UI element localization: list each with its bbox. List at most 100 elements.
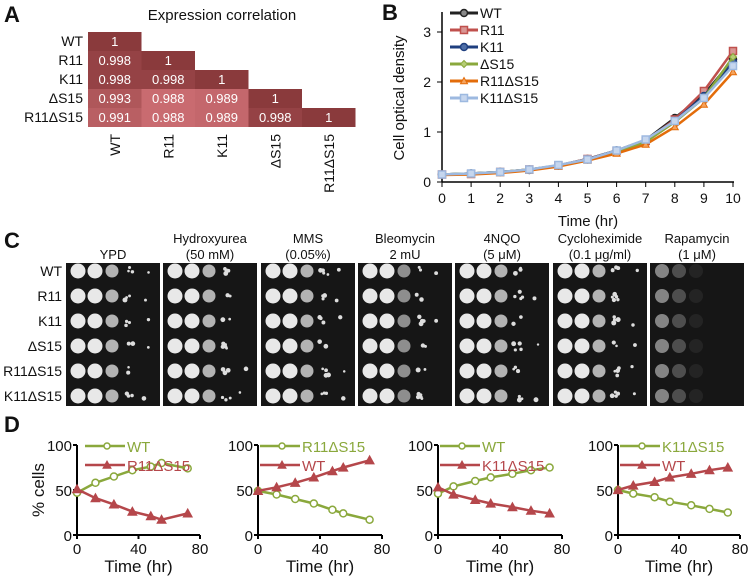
yeast-spot (300, 389, 314, 403)
yeast-spot (282, 263, 298, 279)
condition-name: MMS (293, 231, 324, 246)
data-point (466, 169, 476, 178)
data-point (544, 507, 555, 518)
yeast-colony (321, 320, 326, 325)
yeast-spot (689, 264, 703, 278)
y-tick-label: 100 (228, 438, 253, 455)
heatmap-cell-value: 0.989 (205, 91, 238, 106)
yeast-colony (513, 365, 518, 369)
heatmap-cell-value: 1 (325, 110, 332, 125)
series-WT (252, 454, 375, 495)
y-tick-label: 100 (47, 438, 72, 455)
yeast-spot (202, 314, 216, 328)
yeast-spot (300, 314, 314, 328)
data-point (182, 507, 194, 518)
yeast-colony (611, 297, 617, 303)
yeast-colony (613, 390, 618, 394)
yeast-colony (225, 367, 231, 373)
yeast-spot (672, 289, 686, 303)
legend-label: K11ΔS15 (662, 439, 724, 456)
data-point (90, 492, 101, 503)
panel-b-growth-chart: 0 1 2 3 4 5 6 7 8 9 10 0 1 2 3 Time (hr) Cell optical de… (391, 5, 741, 230)
yeast-colony (516, 397, 522, 403)
yeast-colony (228, 317, 232, 321)
yeast-colony (225, 346, 228, 350)
yeast-colony (517, 394, 521, 399)
data-point (339, 509, 348, 518)
data-point (649, 476, 660, 486)
data-point (685, 468, 697, 478)
data-point (704, 464, 715, 475)
heatmap-cell (88, 70, 142, 89)
yeast-spot (494, 289, 508, 303)
yeast-colony (228, 294, 232, 298)
yeast-spot (494, 264, 508, 278)
yeast-spot (557, 363, 573, 379)
yeast-colony (317, 339, 322, 344)
data-point (638, 442, 646, 450)
yeast-spot (362, 263, 378, 279)
data-point (309, 499, 319, 508)
yeast-spot (574, 338, 590, 354)
yeast-spot (70, 363, 86, 379)
yeast-spot (105, 314, 119, 328)
heatmap-cell-value: 0.998 (98, 72, 131, 87)
data-point (437, 170, 447, 179)
yeast-spot (672, 364, 686, 378)
yeast-colony (122, 297, 128, 303)
heatmap-cell-value: 0.998 (152, 72, 185, 87)
yeast-colony (130, 341, 136, 346)
data-point (459, 93, 469, 103)
yeast-colony (519, 266, 522, 270)
legend-label: ΔS15 (480, 56, 514, 72)
yeast-spot (202, 289, 216, 303)
yeast-spot (105, 364, 119, 378)
data-point (545, 463, 554, 472)
data-point (686, 501, 696, 510)
yeast-colony (615, 373, 620, 378)
competition-chart-2: 0 50 100 0 40 80 Time (hr) R11ΔS15 WT (228, 438, 390, 576)
yeast-spot (70, 388, 86, 404)
condition-concentration: (0.1 μg/ml) (569, 247, 631, 262)
data-point (308, 471, 320, 482)
yeast-colony (124, 391, 130, 396)
x-tick-label: 80 (732, 541, 749, 558)
yeast-spot (672, 389, 686, 403)
legend-label: WT (302, 458, 325, 475)
yeast-colony (519, 315, 523, 319)
data-point (554, 160, 563, 170)
yeast-spot (592, 314, 606, 328)
series-WT (612, 461, 734, 495)
data-point (458, 442, 466, 450)
panel-c-spot-assay: YPD Hydroxyurea(50 mM) MMS(0.05%) Bleomycin… (3, 231, 744, 406)
data-point (670, 122, 680, 131)
heatmap-cell-value: 0.993 (98, 91, 131, 106)
yeast-spot (672, 339, 686, 353)
y-tick-label: 1 (423, 124, 431, 140)
yeast-colony (243, 366, 249, 372)
x-tick-label: 0 (434, 541, 442, 558)
yeast-spot (87, 313, 103, 329)
heatmap-cell-value: 1 (272, 91, 279, 106)
yeast-colony (225, 293, 230, 298)
yeast-spot (300, 339, 314, 353)
plate-3 (358, 263, 452, 406)
heatmap-cell (88, 32, 142, 51)
x-tick-label: 80 (554, 541, 571, 558)
data-point (327, 465, 338, 476)
plate-0 (66, 263, 160, 406)
yeast-spot (476, 313, 492, 329)
data-point (103, 442, 111, 450)
data-point (612, 146, 621, 155)
yeast-spot (379, 338, 395, 354)
data-point (328, 505, 337, 515)
data-point (723, 508, 733, 517)
yeast-colony (334, 298, 339, 303)
data-point (629, 489, 638, 498)
legend-label: R11ΔS15 (480, 73, 539, 89)
yeast-colony (126, 341, 131, 346)
legend-label: K11 (480, 39, 504, 55)
yeast-colony (633, 343, 637, 347)
yeast-colony (612, 291, 618, 297)
